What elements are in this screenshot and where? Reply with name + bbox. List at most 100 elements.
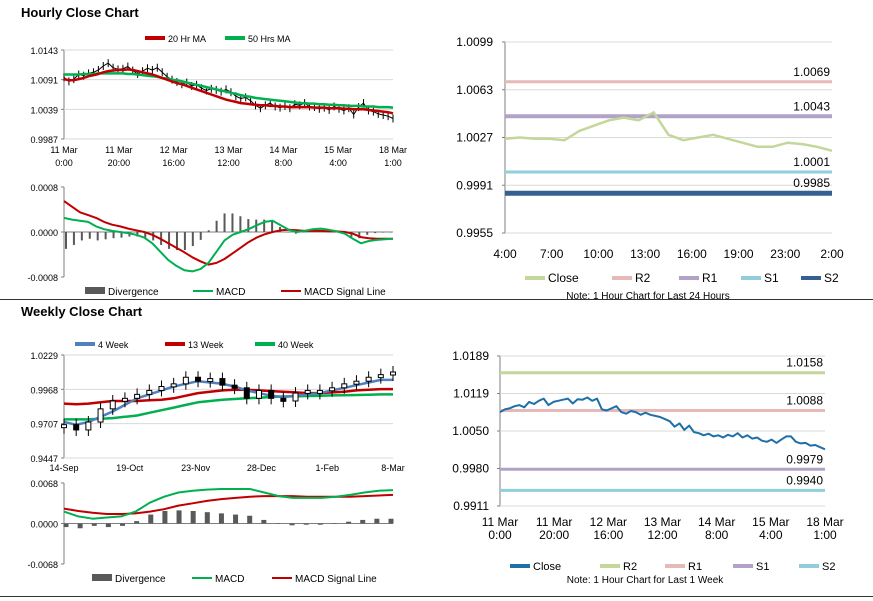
hourly-pivots-note: Note: 1 Hour Chart for Last 24 Hours bbox=[566, 291, 729, 302]
weekly-price-x-tick-label: 1-Feb bbox=[315, 463, 339, 473]
weekly-pivots-x-tick-label: 20:00 bbox=[539, 528, 569, 542]
weekly-price-x-tick-label: 28-Dec bbox=[247, 463, 277, 473]
weekly-pivots-level-label: 0.9940 bbox=[786, 473, 823, 487]
weekly-price-candle-body bbox=[353, 380, 360, 385]
weekly-pivots-x-tick-label: 13 Mar bbox=[644, 515, 681, 529]
hourly-price-x-tick-label: 13 Mar bbox=[214, 145, 242, 155]
weekly-pivots-legend-label: Close bbox=[533, 561, 561, 573]
hourly-pivots-level-label: 1.0001 bbox=[793, 155, 830, 169]
weekly-macd-divergence-bar bbox=[247, 515, 253, 524]
weekly-pivots-x-tick-label: 11 Mar bbox=[482, 515, 518, 529]
hourly-macd-divergence-bar bbox=[72, 232, 75, 245]
weekly-macd-divergence-bar bbox=[346, 521, 352, 524]
weekly-pivots-x-tick-label: 1:00 bbox=[813, 528, 837, 542]
hourly-macd-divergence-bar bbox=[294, 232, 297, 234]
weekly-macd-divergence-bar bbox=[148, 514, 154, 524]
hourly-macd-divergence-bar bbox=[223, 213, 226, 232]
weekly-macd-divergence-bar bbox=[317, 523, 323, 525]
weekly-macd-divergence-bar bbox=[176, 510, 182, 524]
hourly-price-x-tick-label: 4:00 bbox=[329, 158, 347, 168]
weekly-price-13wk-line bbox=[63, 387, 393, 406]
hourly-macd-divergence-bar bbox=[199, 232, 202, 240]
hourly-macd-divergence-bar bbox=[104, 232, 107, 240]
weekly-macd-divergence-bar bbox=[275, 523, 281, 524]
weekly-price-x-tick-label: 14-Sep bbox=[49, 463, 78, 473]
hourly-price-x-tick-label: 8:00 bbox=[275, 158, 293, 168]
weekly-price-candle-body bbox=[304, 389, 311, 394]
weekly-price-candle-body bbox=[134, 393, 141, 399]
weekly-price-candle-body bbox=[219, 378, 226, 386]
weekly-pivots-y-tick-label: 0.9911 bbox=[453, 499, 489, 513]
weekly-macd-divergence-bar bbox=[374, 518, 380, 524]
hourly-macd-divergence-bar bbox=[239, 216, 242, 232]
hourly-macd-divergence-bar bbox=[215, 220, 218, 232]
weekly-price-candle-body bbox=[170, 383, 177, 388]
weekly-price-legend-label: 40 Week bbox=[278, 340, 314, 350]
weekly-price-4wk-line bbox=[63, 378, 393, 426]
hourly-macd-y-tick-label: 0.0000 bbox=[30, 228, 58, 238]
hourly-macd-divergence-bar bbox=[191, 232, 194, 247]
hourly-macd-legend-swatch bbox=[85, 287, 105, 294]
hourly-price-y-tick-label: 1.0091 bbox=[30, 76, 58, 86]
weekly-pivots-x-tick-label: 14 Mar bbox=[698, 515, 735, 529]
weekly-price-y-tick-label: 0.9447 bbox=[30, 454, 58, 464]
weekly-macd-divergence-bar bbox=[388, 518, 394, 524]
hourly-price-y-tick-label: 0.9987 bbox=[30, 135, 58, 145]
hourly-pivots-x-tick-label: 13:00 bbox=[630, 247, 660, 261]
hourly-pivots-legend-label: Close bbox=[548, 271, 579, 285]
hourly-macd-divergence-bar bbox=[65, 232, 67, 249]
weekly-macd-divergence-bar bbox=[204, 512, 210, 524]
weekly-macd-divergence-bar bbox=[77, 523, 83, 529]
weekly-macd-divergence-bar bbox=[120, 523, 126, 526]
hourly-macd-legend-label: MACD bbox=[216, 287, 245, 298]
hourly-price-y-tick-label: 1.0039 bbox=[30, 105, 58, 115]
weekly-price-candle-body bbox=[390, 371, 396, 376]
weekly-price-candle-body bbox=[280, 397, 287, 402]
hourly-pivots-close-line bbox=[504, 111, 833, 153]
hourly-pivots-y-tick-label: 1.0099 bbox=[456, 35, 493, 49]
weekly-macd-y-tick-label: -0.0068 bbox=[27, 560, 58, 570]
weekly-macd-divergence-bar bbox=[331, 523, 337, 524]
hourly-macd-divergence-bar bbox=[271, 220, 274, 232]
weekly-macd-legend-label: MACD bbox=[215, 574, 244, 585]
weekly-price-candle-body bbox=[109, 400, 116, 410]
hourly-macd-divergence-bar bbox=[366, 232, 369, 235]
section-divider bbox=[0, 299, 873, 300]
weekly-pivots-x-tick-label: 15 Mar bbox=[752, 515, 789, 529]
hourly-price-x-tick-label: 20:00 bbox=[108, 158, 131, 168]
weekly-macd-divergence-bar bbox=[63, 523, 69, 528]
hourly-macd-divergence-bar bbox=[302, 232, 305, 233]
hourly-macd-divergence-bar bbox=[112, 232, 115, 239]
hourly-pivots-legend-label: S2 bbox=[824, 271, 839, 285]
hourly-macd-divergence-bar bbox=[358, 232, 361, 239]
weekly-pivots-legend-label: R1 bbox=[688, 561, 702, 573]
weekly-pivots-x-tick-label: 18 Mar bbox=[806, 515, 843, 529]
weekly-price-x-tick-label: 23-Nov bbox=[181, 463, 211, 473]
weekly-macd-divergence-bar bbox=[105, 523, 111, 528]
weekly-pivots-level-label: 1.0088 bbox=[786, 393, 823, 407]
hourly-price-x-tick-label: 0:00 bbox=[55, 158, 73, 168]
weekly-price-x-tick-label: 19-Oct bbox=[116, 463, 144, 473]
weekly-price-y-tick-label: 0.9707 bbox=[30, 420, 58, 430]
weekly-pivots-y-tick-label: 0.9980 bbox=[452, 462, 489, 476]
weekly-macd-legend-swatch bbox=[92, 574, 112, 581]
weekly-pivots-close-line bbox=[499, 396, 826, 451]
weekly-price-candle-body bbox=[316, 389, 323, 394]
hourly-pivots-x-tick-label: 2:00 bbox=[820, 247, 844, 261]
weekly-pivots-note: Note: 1 Hour Chart for Last 1 Week bbox=[567, 575, 725, 586]
bottom-divider bbox=[0, 596, 873, 597]
weekly-price-candle-body bbox=[121, 397, 128, 402]
weekly-price-candle-body bbox=[182, 376, 189, 385]
hourly-macd-divergence-bar bbox=[144, 232, 147, 238]
weekly-macd-divergence-bar bbox=[190, 510, 196, 524]
hourly-pivots-y-tick-label: 0.9955 bbox=[456, 226, 493, 240]
hourly-macd-divergence-bar bbox=[350, 232, 353, 238]
weekly-pivots-y-tick-label: 1.0050 bbox=[452, 424, 489, 438]
weekly-price-candle-body bbox=[158, 385, 165, 391]
hourly-macd-divergence-bar bbox=[96, 232, 99, 241]
hourly-macd-divergence-bar bbox=[374, 232, 377, 234]
weekly-pivots-legend-label: S2 bbox=[822, 561, 835, 573]
hourly-macd-divergence-bar bbox=[120, 232, 123, 238]
hourly-macd-divergence-bar bbox=[286, 232, 289, 233]
